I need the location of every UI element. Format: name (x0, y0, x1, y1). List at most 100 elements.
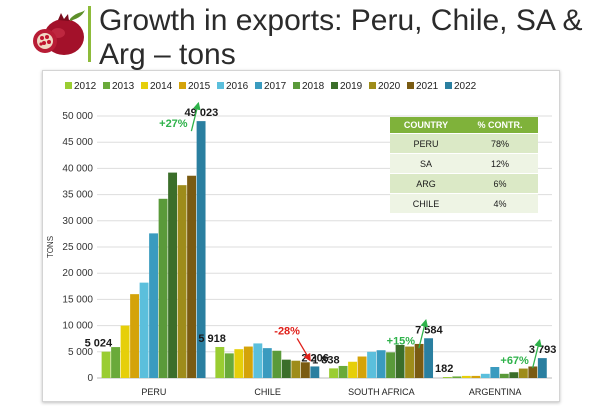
growth-annotation: +27% (159, 118, 188, 130)
table-row: PERU 78% (390, 133, 538, 154)
y-tick-label: 35 000 (62, 190, 93, 201)
y-tick-label: 45 000 (62, 137, 93, 148)
growth-annotation: +67% (500, 355, 529, 367)
bar (262, 348, 272, 378)
bar (518, 368, 528, 378)
data-label: 49 023 (185, 107, 219, 119)
bar (139, 282, 149, 378)
x-category-label: ARGENTINA (469, 387, 522, 397)
data-label: 182 (435, 363, 453, 375)
bar (281, 359, 291, 378)
bar (442, 377, 452, 378)
data-label: 5 024 (85, 338, 113, 350)
y-axis-label: TONS (46, 236, 55, 258)
table-row: CHILE 4% (390, 193, 538, 213)
table-cell-country: PERU (390, 133, 462, 154)
bar (101, 351, 111, 378)
table-row: SA 12% (390, 153, 538, 174)
growth-arrow (418, 318, 429, 349)
legend-swatch (179, 82, 186, 89)
bar (490, 366, 500, 378)
bar (338, 365, 348, 378)
x-category-label: PERU (141, 387, 166, 397)
y-tick-label: 50 000 (62, 111, 93, 122)
legend-label: 2015 (188, 81, 211, 92)
bar (452, 376, 462, 378)
legend-swatch (293, 82, 300, 89)
table-cell-contribution: 4% (462, 193, 538, 213)
bar (300, 362, 310, 378)
table-header-contribution: % CONTR. (462, 117, 538, 134)
table-cell-country: SA (390, 153, 462, 174)
bar (424, 338, 434, 378)
bar (130, 294, 140, 378)
legend-label: 2020 (378, 81, 401, 92)
bar (480, 373, 490, 378)
bar (120, 325, 130, 378)
legend-swatch (141, 82, 148, 89)
legend-swatch (217, 82, 224, 89)
contribution-table: COUNTRY % CONTR. PERU 78% SA 12% ARG 6% … (390, 117, 538, 213)
y-tick-label: 25 000 (62, 242, 93, 253)
slide-title: Growth in exports: Peru, Chile, SA & Arg… (99, 4, 583, 71)
legend-swatch (445, 82, 452, 89)
legend-label: 2022 (454, 81, 477, 92)
bar (291, 360, 301, 378)
bar (499, 373, 509, 378)
bar (528, 366, 538, 378)
y-tick-label: 20 000 (62, 268, 93, 279)
bar (187, 175, 197, 378)
bar (215, 346, 225, 378)
table-cell-country: CHILE (390, 193, 462, 213)
legend-label: 2012 (74, 81, 97, 92)
y-tick-label: 40 000 (62, 163, 93, 174)
grouped-bar-chart: 0 5 000 10 000 15 000 20 000 25 000 30 000 35 0… (46, 81, 557, 397)
bar (329, 368, 339, 378)
bar (149, 233, 159, 378)
y-tick-label: 30 000 (62, 216, 93, 227)
legend-label: 2014 (150, 81, 173, 92)
bar (234, 349, 244, 378)
bar (272, 350, 282, 378)
legend-swatch (369, 82, 376, 89)
bar (395, 344, 405, 378)
bar (348, 361, 358, 378)
x-category-label: SOUTH AFRICA (348, 387, 415, 397)
growth-annotation: -28% (274, 325, 300, 337)
bar (405, 346, 415, 378)
legend-label: 2019 (340, 81, 363, 92)
legend-swatch (255, 82, 262, 89)
pomegranate-logo (33, 10, 85, 55)
table-cell-country: ARG (390, 173, 462, 194)
table-cell-contribution: 6% (462, 173, 538, 194)
legend-label: 2021 (416, 81, 439, 92)
y-tick-label: 0 (87, 373, 93, 384)
data-label: 3 793 (529, 344, 557, 356)
bar (224, 353, 234, 378)
legend-swatch (65, 82, 72, 89)
bar (509, 372, 519, 378)
growth-arrow (531, 338, 542, 369)
bar (471, 375, 481, 378)
y-tick-label: 15 000 (62, 294, 93, 305)
legend-swatch (103, 82, 110, 89)
bar (177, 185, 187, 378)
legend-label: 2013 (112, 81, 135, 92)
legend-swatch (331, 82, 338, 89)
y-tick-label: 5 000 (68, 347, 93, 358)
legend-label: 2017 (264, 81, 287, 92)
y-tick-label: 10 000 (62, 321, 93, 332)
bar (357, 356, 367, 378)
table-row: ARG 6% (390, 173, 538, 194)
growth-arrow (296, 338, 311, 362)
bar (386, 352, 396, 378)
bar (461, 375, 471, 378)
growth-annotation: +15% (387, 335, 416, 347)
table-header-country: COUNTRY (390, 117, 462, 134)
legend-swatch (407, 82, 414, 89)
growth-arrow (190, 101, 201, 132)
table-cell-contribution: 78% (462, 133, 538, 154)
legend-label: 2018 (302, 81, 325, 92)
title-accent-rule (88, 6, 91, 62)
bar (414, 343, 424, 378)
